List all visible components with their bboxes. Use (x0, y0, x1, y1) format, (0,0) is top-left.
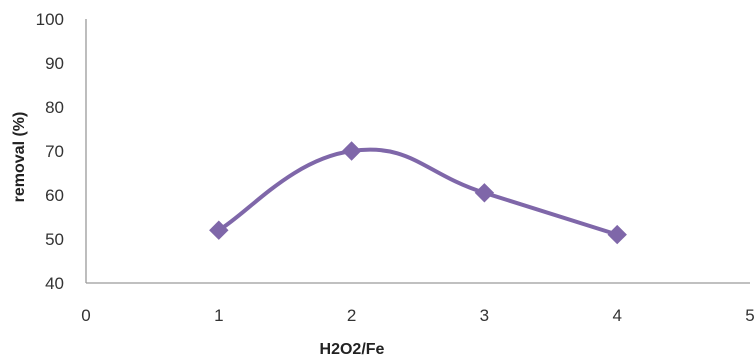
y-tick-label: 40 (45, 274, 64, 293)
series-layer (209, 141, 627, 245)
x-axis-title: H2O2/Fe (320, 341, 385, 358)
y-tick-label: 90 (45, 54, 64, 73)
x-tick-label: 5 (745, 306, 754, 325)
x-tick-label: 4 (612, 306, 621, 325)
x-tick-label: 1 (214, 306, 223, 325)
x-tick-label: 0 (81, 306, 90, 325)
y-tick-label: 50 (45, 230, 64, 249)
x-tick-labels: 0 1 2 3 4 5 (81, 306, 754, 325)
y-tick-label: 100 (36, 10, 64, 29)
axes (85, 19, 750, 284)
series-line (216, 147, 620, 237)
y-tick-label: 60 (45, 186, 64, 205)
y-tick-labels: 40 50 60 70 80 90 100 (36, 10, 64, 293)
data-point-marker (607, 224, 627, 245)
y-tick-label: 70 (45, 142, 64, 161)
y-tick-label: 80 (45, 98, 64, 117)
y-axis-title: removal (%) (11, 112, 28, 203)
x-tick-label: 3 (480, 306, 489, 325)
data-point-marker (209, 220, 229, 240)
data-point-marker (474, 183, 495, 203)
data-point-marker (341, 141, 362, 161)
x-tick-label: 2 (347, 306, 356, 325)
